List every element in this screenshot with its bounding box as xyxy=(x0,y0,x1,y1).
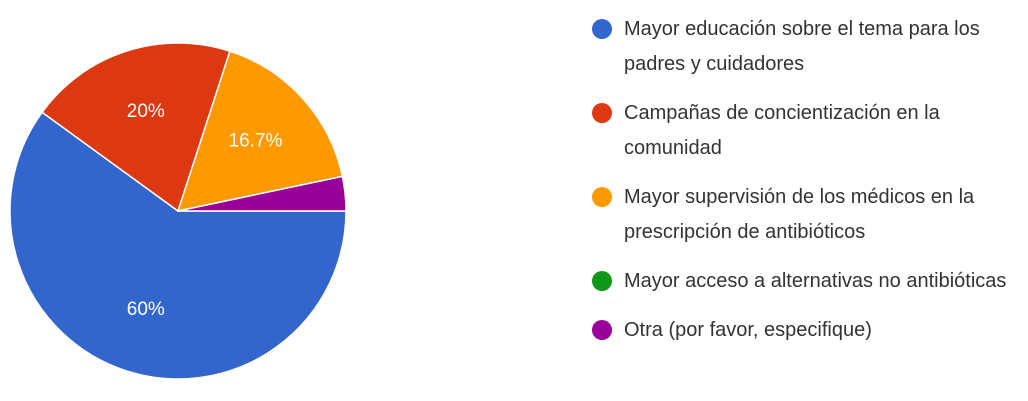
legend-swatch xyxy=(592,320,612,340)
legend-swatch xyxy=(592,103,612,123)
legend-label: Campañas de concientización en la comuni… xyxy=(624,102,940,159)
legend-label: Otra (por favor, especifique) xyxy=(624,319,872,341)
legend-swatch xyxy=(592,271,612,291)
legend-item-campanas-de-concientizacion-en-la-comuni: Campañas de concientización en la comuni… xyxy=(592,96,1024,166)
pie-slice-mayor-supervision-de-los-medicos-en-la-p xyxy=(176,50,344,213)
legend-item-mayor-educacion-sobre-el-tema-para-los-p: Mayor educación sobre el tema para los p… xyxy=(592,12,1024,82)
pie-slice-otra-por-favor-especifique xyxy=(177,175,347,212)
legend-label: Mayor educación sobre el tema para los p… xyxy=(624,18,980,75)
legend-item-mayor-supervision-de-los-medicos-en-la-p: Mayor supervisión de los médicos en la p… xyxy=(592,180,1024,250)
slice-label-campanas-de-concientizacion-en-la-comuni: 20% xyxy=(127,101,165,122)
legend: Mayor educación sobre el tema para los p… xyxy=(592,12,1024,362)
legend-label: Mayor acceso a alternativas no antibióti… xyxy=(624,270,1007,292)
legend-swatch xyxy=(592,19,612,39)
legend-swatch xyxy=(592,187,612,207)
slice-label-mayor-educacion-sobre-el-tema-para-los-p: 60% xyxy=(127,299,165,320)
legend-item-mayor-acceso-a-alternativas-no-antibioti: Mayor acceso a alternativas no antibióti… xyxy=(592,264,1024,299)
pie-slice-mayor-educacion-sobre-el-tema-para-los-p xyxy=(9,111,347,380)
legend-item-otra-por-favor-especifique: Otra (por favor, especifique) xyxy=(592,313,1024,348)
legend-label: Mayor supervisión de los médicos en la p… xyxy=(624,186,975,243)
pie-slice-campanas-de-concientizacion-en-la-comuni xyxy=(41,42,231,213)
slice-label-mayor-supervision-de-los-medicos-en-la-p: 16.7% xyxy=(229,130,283,151)
